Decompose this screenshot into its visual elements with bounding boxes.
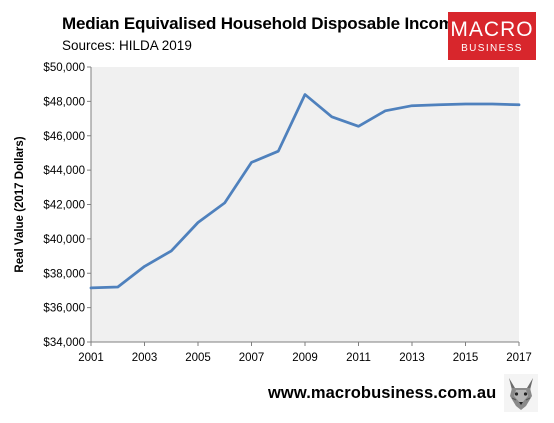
macrobusiness-logo: MACRO BUSINESS	[448, 12, 536, 60]
x-tick-label: 2007	[239, 352, 265, 364]
logo-line-2: BUSINESS	[461, 43, 523, 54]
y-tick-label: $42,000	[43, 200, 85, 212]
x-tick-label: 2005	[185, 352, 211, 364]
chart-subtitle: Sources: HILDA 2019	[62, 38, 192, 53]
x-tick-label: 2001	[78, 352, 104, 364]
income-series-line	[89, 93, 521, 290]
x-tick-label: 2003	[132, 352, 158, 364]
footer-url: www.macrobusiness.com.au	[268, 384, 497, 402]
x-tick-label: 2011	[346, 352, 371, 364]
logo-line-1: MACRO	[450, 18, 534, 41]
y-tick-label: $50,000	[43, 62, 85, 74]
y-axis-label: Real Value (2017 Dollars)	[14, 136, 26, 272]
x-tick-label: 2013	[399, 352, 425, 364]
x-tick-label: 2009	[292, 352, 318, 364]
y-tick-label: $44,000	[43, 165, 85, 177]
chart-title: Median Equivalised Household Disposable …	[62, 14, 463, 33]
x-tick-label: 2015	[453, 352, 479, 364]
y-tick-label: $34,000	[43, 337, 85, 349]
wolf-logo-icon	[504, 374, 538, 412]
y-tick-label: $40,000	[43, 234, 85, 246]
plot-area	[91, 67, 519, 342]
y-tick-label: $36,000	[43, 303, 85, 315]
y-tick-label: $46,000	[43, 131, 85, 143]
x-tick-label: 2017	[506, 352, 532, 364]
y-tick-label: $48,000	[43, 96, 85, 108]
y-tick-label: $38,000	[43, 268, 85, 280]
